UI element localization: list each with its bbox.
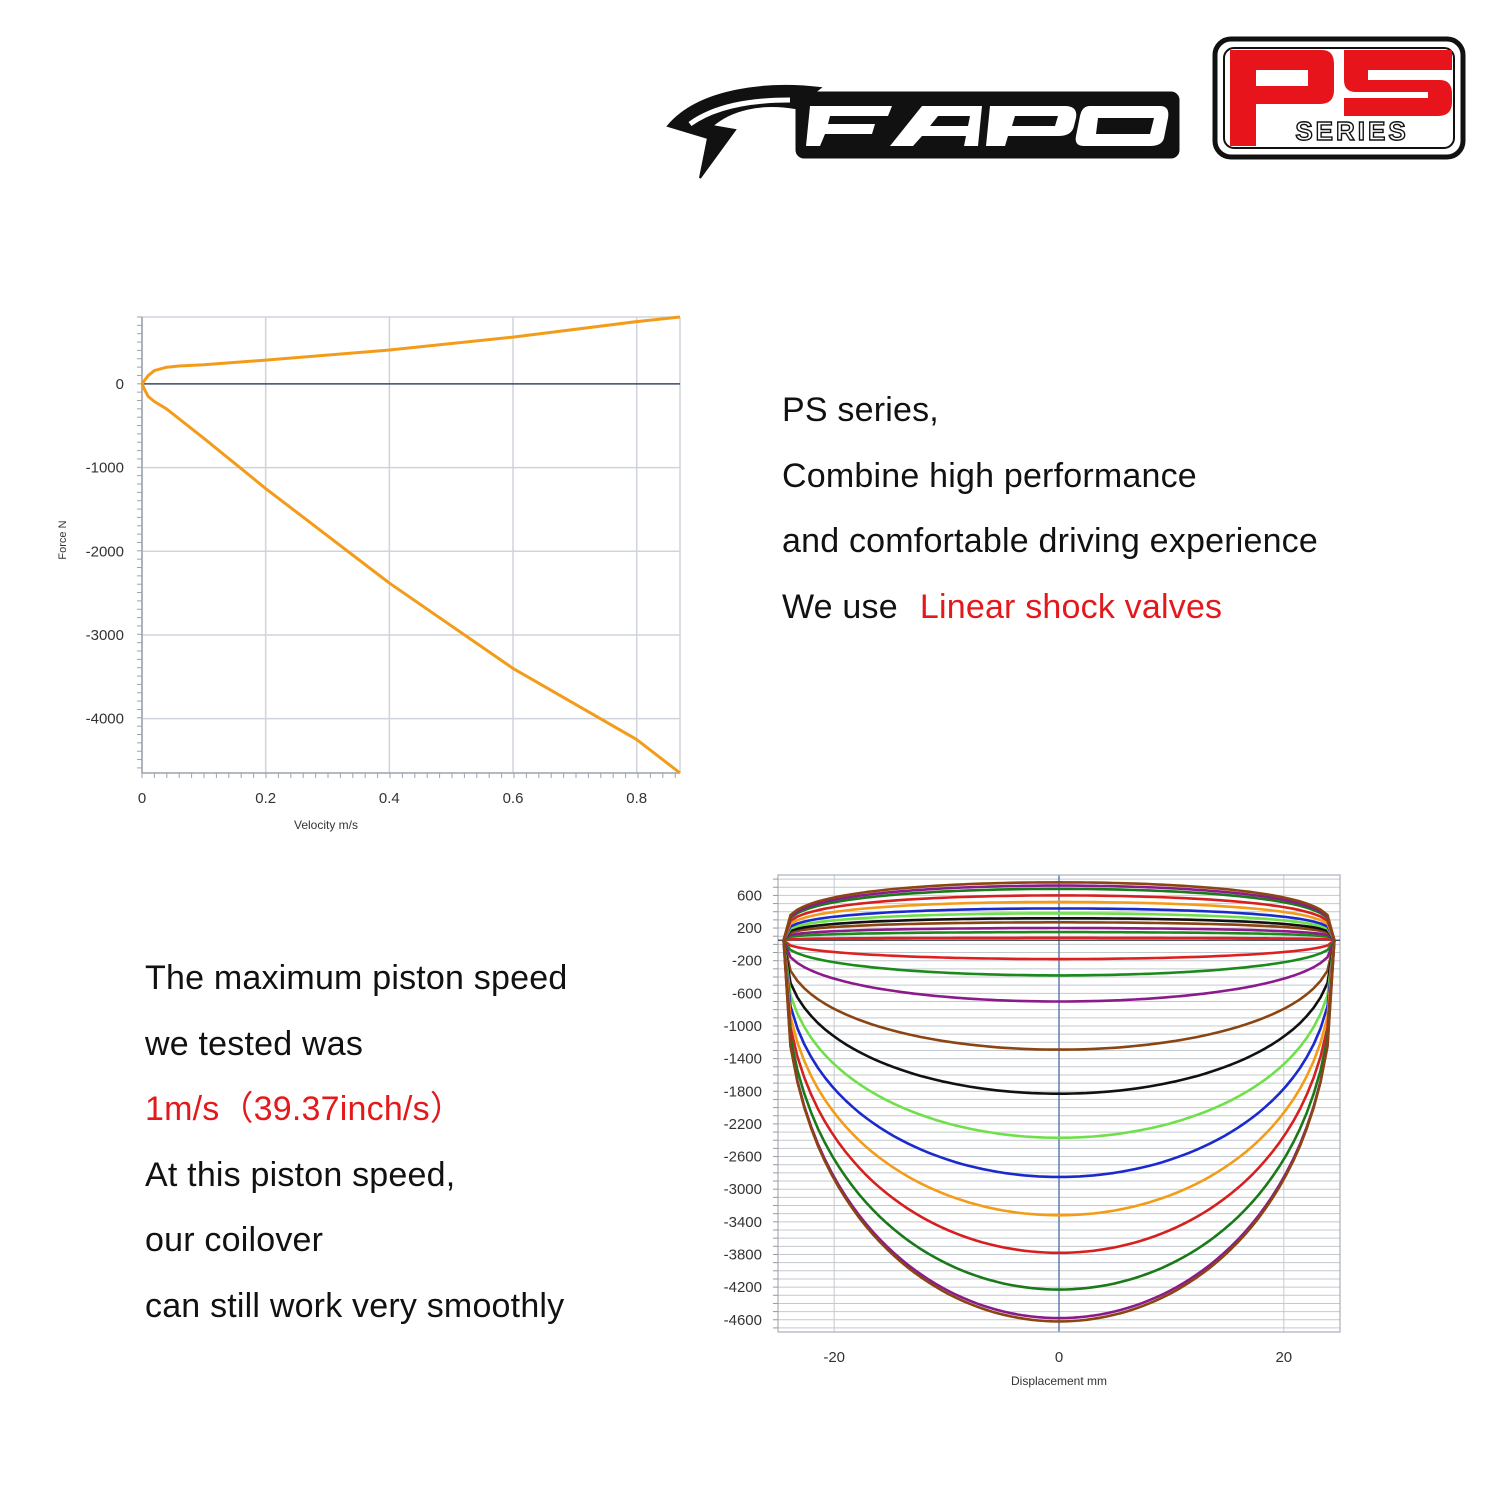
y-tick-label: 200 — [737, 920, 762, 937]
y-tick-label: -2600 — [724, 1149, 762, 1166]
intro-highlight: Linear shock valves — [919, 587, 1223, 626]
y-tick-label: 0 — [116, 376, 124, 393]
x-tick-label: 0.2 — [255, 790, 276, 807]
y-tick-label: -3000 — [724, 1181, 762, 1198]
y-tick-label: -4000 — [86, 711, 124, 728]
y-tick-label: -3400 — [724, 1214, 762, 1231]
y-tick-label: -200 — [732, 953, 762, 970]
y-tick-label: -1000 — [724, 1018, 762, 1035]
force-velocity-chart: 0 0.2 0.4 0.6 0.8 0 -1000 -2000 -3000 -4000 Veloci… — [57, 315, 681, 832]
y-tick-label: -2200 — [724, 1116, 762, 1133]
rebound-curve — [140, 315, 681, 385]
speed-line-5: our coilover — [145, 1221, 324, 1259]
y-tick-label: 600 — [737, 887, 762, 904]
force-displacement-chart: 600200-200-600-1000-1400-1800-2200-2600-… — [724, 874, 1341, 1388]
speed-value: 1m/s（39.37inch/s） — [145, 1090, 464, 1128]
speed-line-2: we tested was — [145, 1024, 364, 1063]
y-tick-label: -600 — [732, 985, 762, 1002]
x-tick-label: 0.6 — [503, 790, 524, 807]
y-tick-label: -4600 — [724, 1312, 762, 1329]
y-axis-label: Force N — [57, 520, 69, 559]
x-tick-label: 20 — [1275, 1349, 1292, 1366]
fapo-logo — [666, 84, 1180, 179]
y-tick-label: -4200 — [724, 1279, 762, 1296]
speed-line-6: can still work very smoothly — [145, 1286, 565, 1325]
y-tick-label: -2000 — [86, 543, 124, 560]
force-loop-12 — [782, 881, 1336, 1323]
ps-letter-p — [1230, 50, 1334, 146]
speed-line-1: The maximum piston speed — [145, 959, 568, 997]
ps-letter-s — [1344, 50, 1452, 116]
x-tick-label: 0 — [1055, 1349, 1063, 1366]
compression-curve — [140, 383, 681, 775]
intro-line-4-prefix: We use — [782, 587, 898, 626]
speed-text: The maximum piston speed we tested was 1… — [145, 946, 567, 1339]
intro-line-4: We use Linear shock valves — [782, 575, 1318, 641]
y-tick-label: -3800 — [724, 1246, 762, 1263]
x-tick-label: 0.4 — [379, 790, 400, 807]
y-tick-label: -3000 — [86, 627, 124, 644]
intro-text: PS series, Combine high performance and … — [782, 378, 1318, 640]
intro-line-1: PS series, — [782, 391, 939, 429]
speed-line-4: At this piston speed, — [145, 1155, 456, 1194]
intro-line-3: and comfortable driving experience — [782, 522, 1318, 560]
series-label: SERIES — [1295, 116, 1408, 146]
intro-line-2: Combine high performance — [782, 456, 1197, 495]
y-tick-label: -1800 — [724, 1083, 762, 1100]
y-tick-label: -1400 — [724, 1051, 762, 1068]
x-tick-label: 0 — [138, 790, 146, 807]
x-tick-label: -20 — [823, 1349, 845, 1366]
y-tick-label: -1000 — [86, 460, 124, 477]
ps-series-badge: SERIES — [1212, 36, 1466, 160]
x-axis-label: Displacement mm — [1011, 1374, 1107, 1388]
x-axis-label: Velocity m/s — [294, 818, 358, 832]
plot-frame — [777, 874, 1341, 1333]
x-tick-label: 0.8 — [626, 790, 647, 807]
